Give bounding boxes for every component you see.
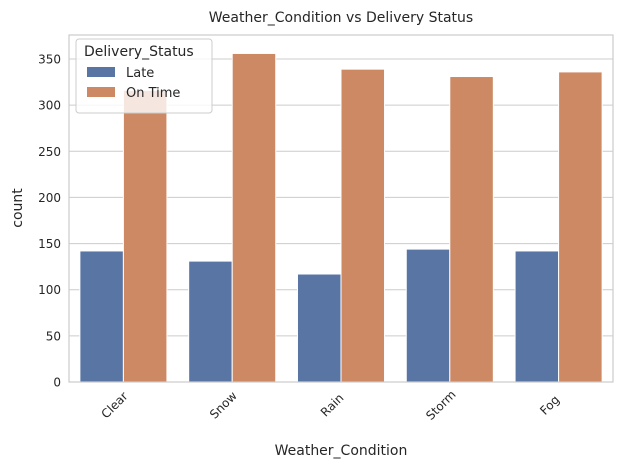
bar-fog-late bbox=[514, 250, 560, 383]
y-tick-label: 50 bbox=[46, 329, 61, 343]
y-tick-labels: 0 50 100 150 200 250 300 350 bbox=[38, 52, 61, 389]
y-tick-label: 150 bbox=[38, 237, 61, 251]
bar-fog-on-time bbox=[558, 71, 603, 383]
plot-frame bbox=[68, 34, 614, 383]
bar-storm-late bbox=[405, 248, 451, 383]
y-tick-label: 300 bbox=[38, 99, 61, 113]
y-axis-label: count bbox=[10, 188, 26, 228]
y-tick-label: 100 bbox=[38, 283, 61, 297]
bar-snow-late bbox=[188, 260, 233, 383]
bar-snow-on-time bbox=[231, 52, 277, 383]
legend-title: Delivery_Status bbox=[84, 44, 194, 60]
y-tick-label: 350 bbox=[38, 52, 61, 66]
bar-rain-on-time bbox=[340, 68, 386, 383]
bar-storm-on-time bbox=[449, 76, 494, 383]
y-tick-label: 200 bbox=[38, 191, 61, 205]
bar-clear-on-time bbox=[122, 89, 168, 383]
legend-label-late: Late bbox=[126, 66, 154, 81]
bars bbox=[79, 52, 603, 383]
legend-swatch-on-time bbox=[87, 87, 115, 97]
y-tick-label: 0 bbox=[53, 376, 61, 390]
y-tick-label: 250 bbox=[38, 145, 61, 159]
legend-label-on-time: On Time bbox=[126, 86, 180, 101]
bar-rain-late bbox=[296, 273, 342, 383]
legend: Delivery_Status Late On Time bbox=[75, 38, 213, 114]
bar-clear-late bbox=[79, 250, 124, 383]
legend-swatch-late bbox=[87, 67, 115, 77]
x-axis-label: Weather_Condition bbox=[275, 443, 408, 459]
chart-title: Weather_Condition vs Delivery Status bbox=[209, 10, 473, 26]
